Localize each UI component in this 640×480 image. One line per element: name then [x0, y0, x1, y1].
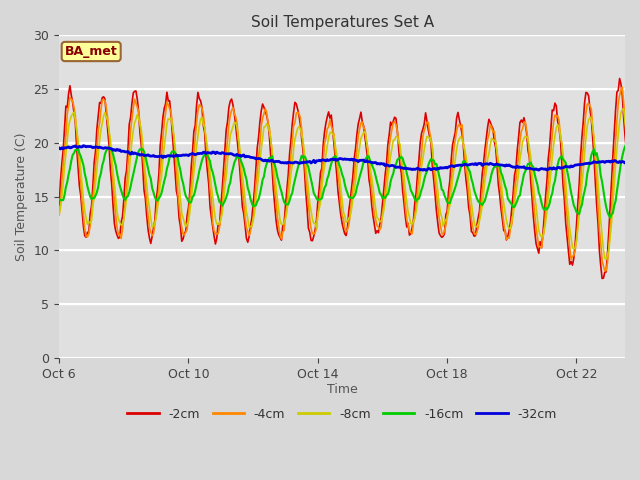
X-axis label: Time: Time: [326, 384, 358, 396]
Title: Soil Temperatures Set A: Soil Temperatures Set A: [250, 15, 434, 30]
Legend: -2cm, -4cm, -8cm, -16cm, -32cm: -2cm, -4cm, -8cm, -16cm, -32cm: [122, 403, 562, 426]
Y-axis label: Soil Temperature (C): Soil Temperature (C): [15, 132, 28, 261]
Text: BA_met: BA_met: [65, 45, 118, 58]
